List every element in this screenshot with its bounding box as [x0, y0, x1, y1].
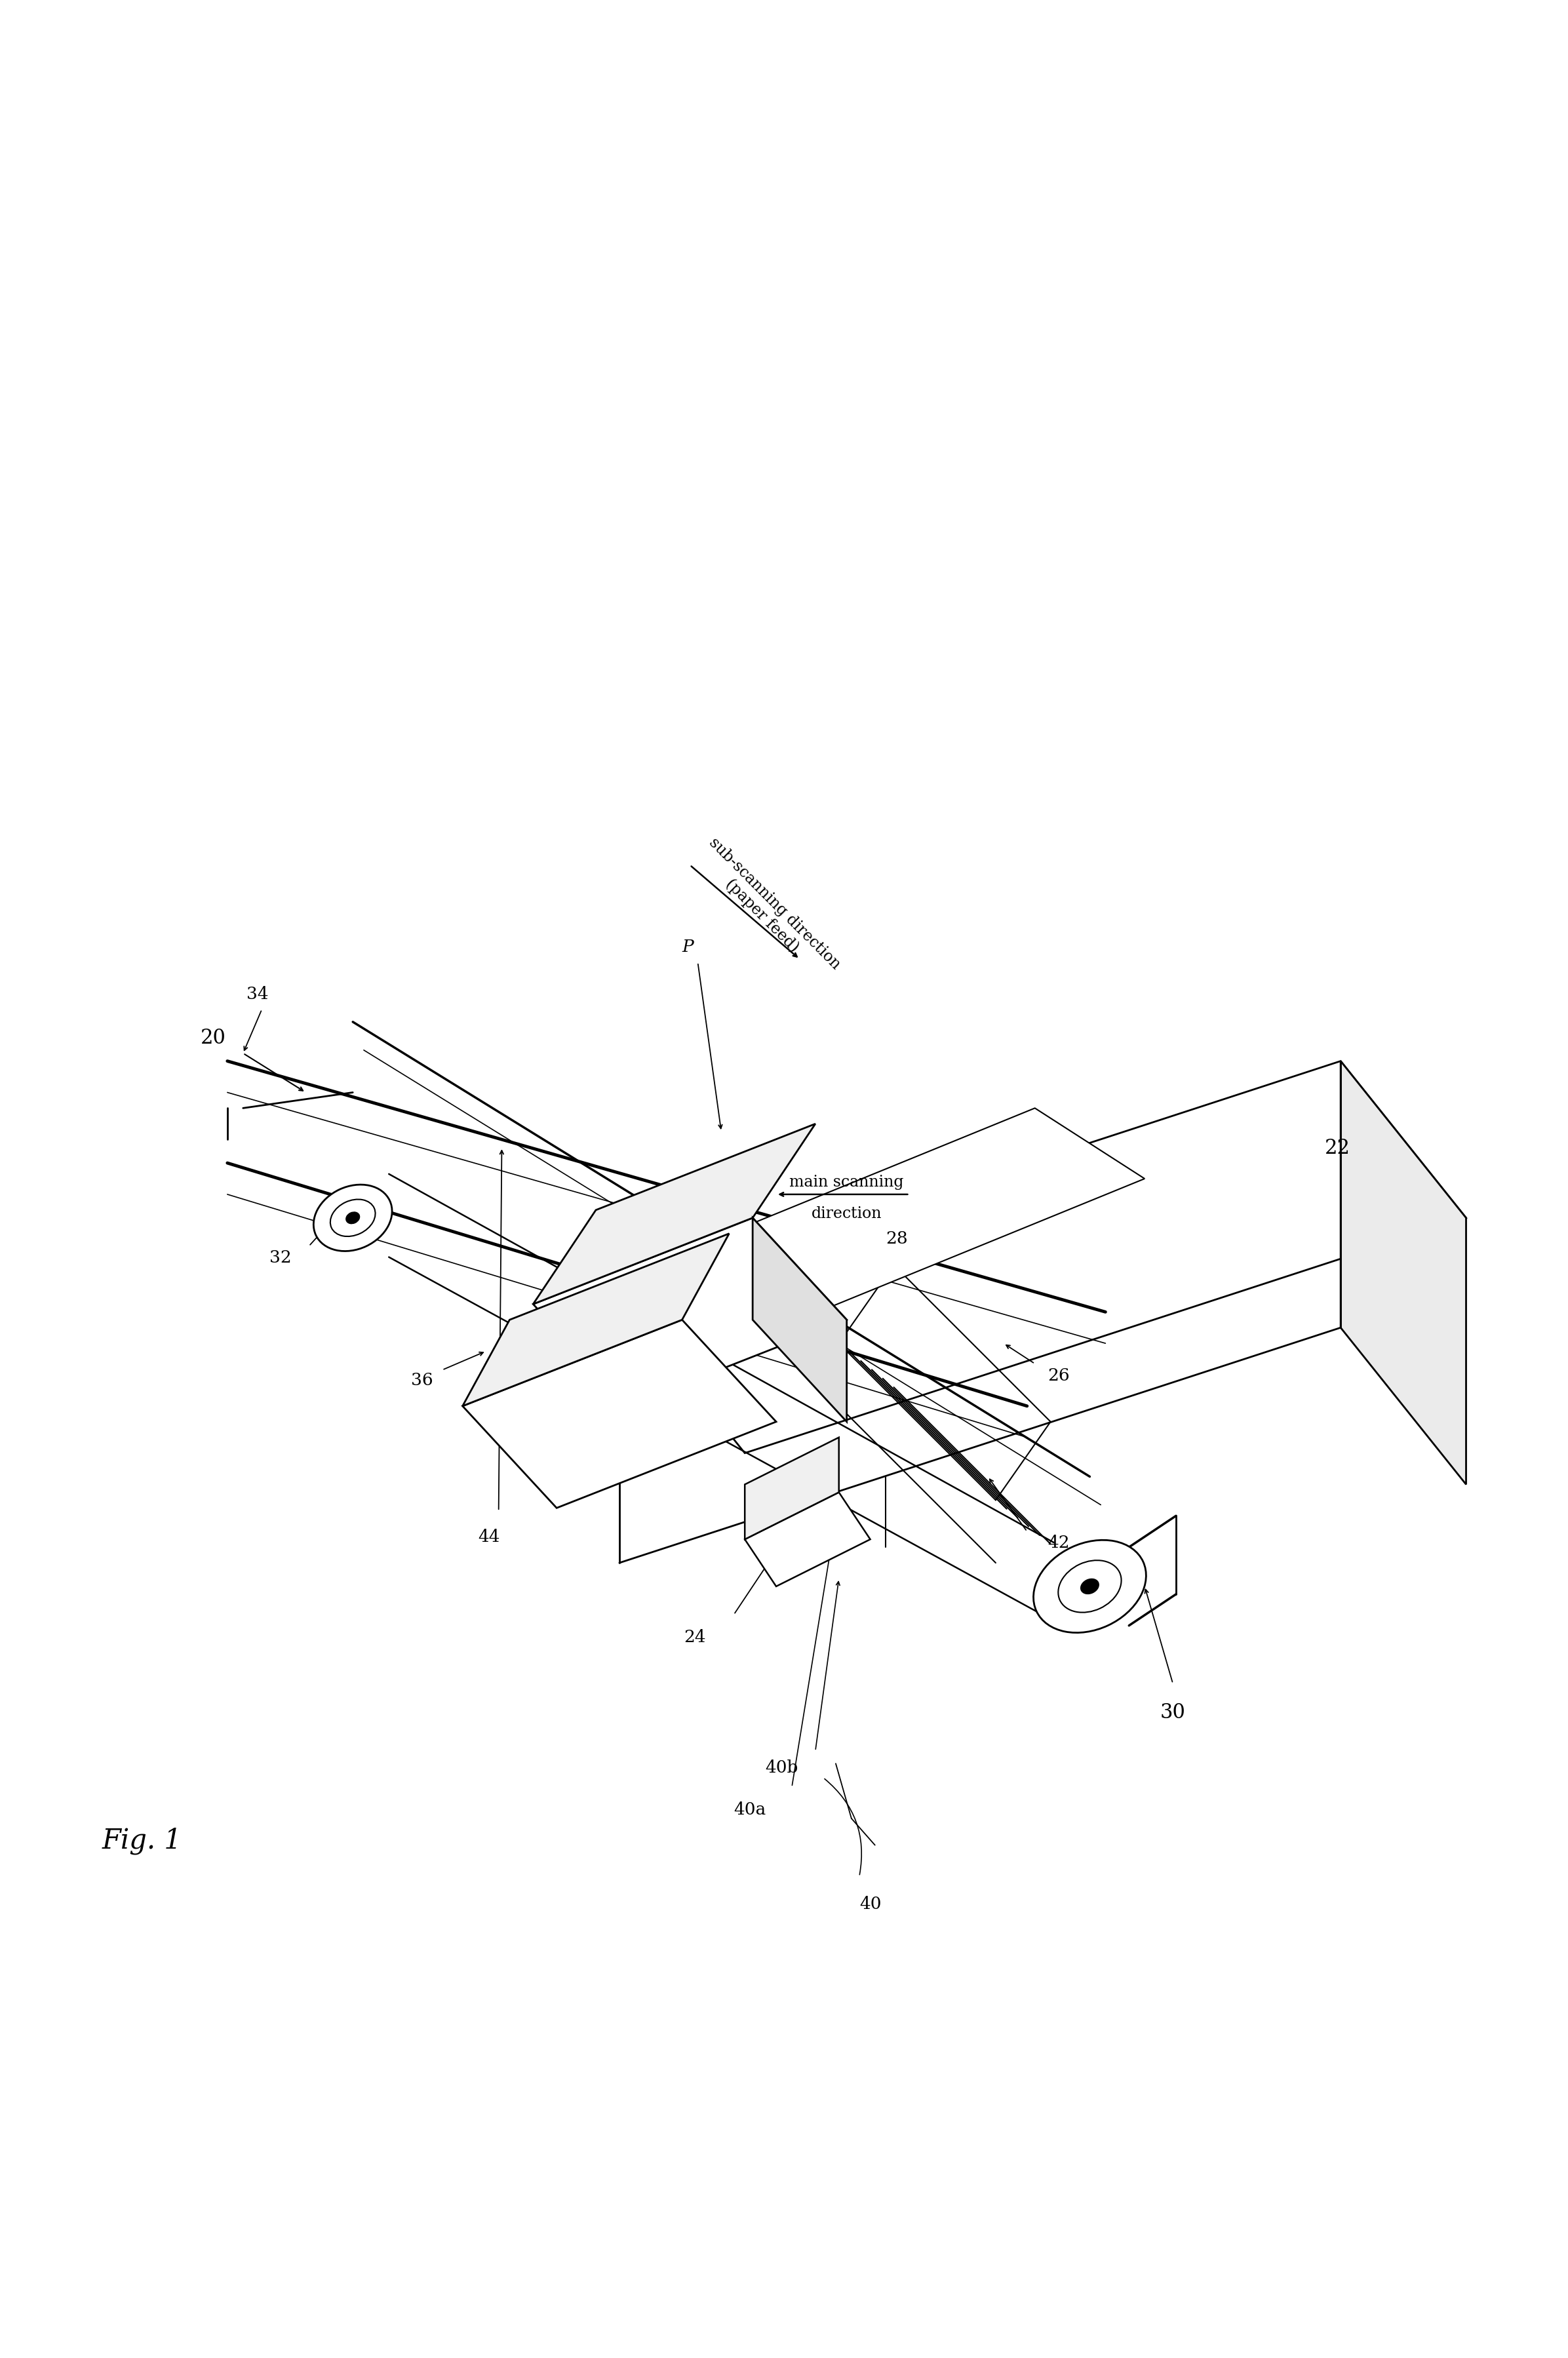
Ellipse shape [1033, 1540, 1146, 1632]
Polygon shape [1341, 1061, 1466, 1486]
Text: 26: 26 [1047, 1368, 1069, 1384]
Text: 30: 30 [1160, 1702, 1185, 1721]
Ellipse shape [347, 1212, 359, 1224]
Polygon shape [745, 1438, 839, 1540]
Polygon shape [619, 1061, 1466, 1453]
Text: 28: 28 [886, 1231, 908, 1247]
Text: 40b: 40b [765, 1759, 798, 1776]
Text: main scanning: main scanning [790, 1174, 903, 1191]
Text: 24: 24 [684, 1629, 706, 1646]
Text: direction: direction [812, 1205, 881, 1221]
Ellipse shape [1080, 1580, 1099, 1594]
Text: 40a: 40a [734, 1802, 767, 1818]
Text: sub-scanning direction
(paper feed): sub-scanning direction (paper feed) [693, 835, 844, 983]
Text: Fig. 1: Fig. 1 [102, 1827, 182, 1853]
Ellipse shape [331, 1200, 375, 1236]
Polygon shape [753, 1219, 847, 1422]
Ellipse shape [1058, 1561, 1121, 1613]
Text: 34: 34 [246, 986, 268, 1002]
Polygon shape [463, 1320, 776, 1509]
Text: P: P [682, 938, 693, 955]
Polygon shape [533, 1125, 815, 1304]
Polygon shape [651, 1108, 1145, 1335]
Text: 44: 44 [478, 1528, 500, 1544]
Text: 22: 22 [1325, 1137, 1350, 1158]
Text: 42: 42 [1047, 1535, 1069, 1552]
Polygon shape [745, 1493, 870, 1587]
Text: 20: 20 [201, 1028, 226, 1047]
Text: 40: 40 [859, 1896, 881, 1912]
Ellipse shape [314, 1186, 392, 1252]
Polygon shape [463, 1233, 729, 1405]
Text: 32: 32 [270, 1250, 292, 1266]
Text: 36: 36 [411, 1372, 433, 1389]
Polygon shape [533, 1219, 847, 1405]
